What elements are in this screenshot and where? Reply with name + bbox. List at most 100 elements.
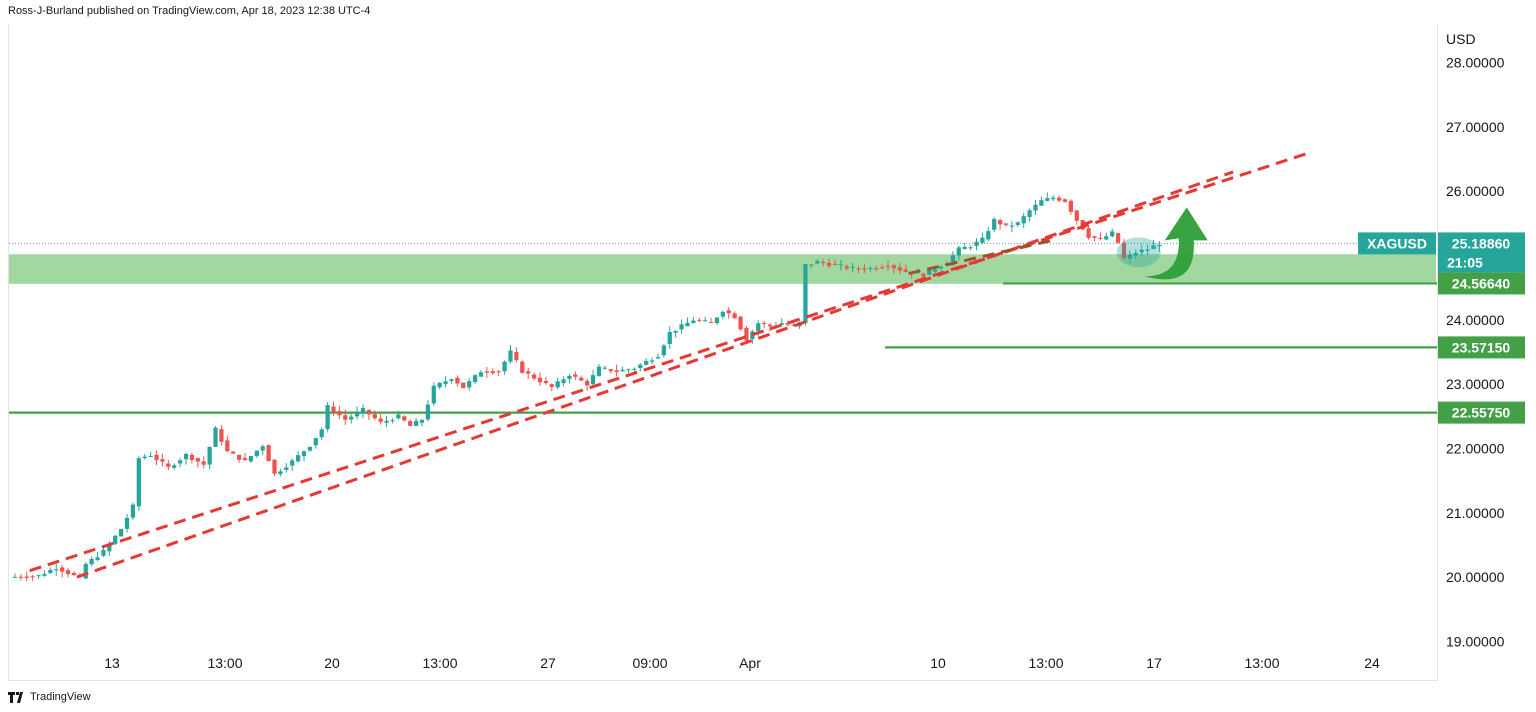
candle-body: [1121, 242, 1127, 259]
candle: [284, 463, 289, 473]
candle-body: [1110, 231, 1115, 237]
candle: [301, 450, 307, 462]
candle-body: [219, 429, 224, 442]
candle-body: [555, 381, 560, 388]
pane-border-bottom: [8, 680, 1437, 681]
candle-body: [195, 458, 200, 462]
time-axis[interactable]: 13 13:00 20 13:00 27 09:00 Apr 10 13:00 17 13:00 24: [104, 655, 1380, 671]
candle: [992, 217, 997, 233]
candle-body: [1009, 225, 1015, 227]
candle: [30, 574, 35, 581]
candle: [496, 369, 501, 377]
candle-body: [60, 567, 65, 572]
candle: [661, 343, 666, 358]
candle-body: [467, 381, 472, 388]
candle: [189, 452, 195, 464]
candle: [508, 345, 513, 364]
candle-body: [567, 375, 572, 379]
candle-body: [89, 558, 94, 565]
candle: [549, 383, 554, 392]
candle: [738, 315, 743, 332]
candle-body: [720, 311, 725, 317]
candle: [697, 317, 702, 323]
candle-body: [390, 420, 395, 422]
candle: [608, 368, 613, 374]
candle-body: [974, 241, 979, 246]
candle: [213, 426, 218, 448]
candle: [266, 444, 271, 462]
candle-body: [614, 370, 619, 372]
candle: [579, 375, 584, 382]
price-tick-label: 27.00000: [1446, 119, 1505, 135]
candle: [1104, 232, 1109, 241]
candle-body: [372, 414, 377, 419]
candle: [667, 326, 672, 350]
candle: [160, 453, 165, 467]
candle-body: [537, 377, 543, 383]
price-tick-label: 19.00000: [1446, 633, 1505, 649]
candle-body: [543, 380, 548, 384]
candle-body: [791, 324, 796, 326]
candle: [360, 404, 366, 418]
candle: [437, 381, 442, 390]
candle: [295, 451, 301, 463]
candle: [502, 360, 507, 375]
candle-body: [685, 322, 690, 327]
candle-body: [1074, 210, 1079, 221]
level-price-tag-text: 22.55750: [1452, 405, 1511, 421]
candle: [785, 320, 790, 326]
candle: [136, 455, 141, 512]
candle: [1110, 228, 1115, 238]
candle-body: [331, 406, 336, 413]
candle-body: [101, 549, 106, 556]
candle-body: [1033, 204, 1038, 211]
candle: [248, 455, 254, 463]
candle-body: [172, 465, 177, 468]
candle-body: [732, 313, 737, 319]
candle: [543, 376, 548, 385]
price-tick-label: 24.00000: [1446, 312, 1505, 328]
candle: [1045, 192, 1050, 202]
candle-body: [767, 324, 773, 327]
time-tick-label: 10: [930, 655, 946, 671]
candle: [207, 446, 212, 470]
candle: [1098, 232, 1103, 241]
candle-body: [874, 268, 879, 270]
candle-body: [756, 323, 761, 332]
candle-body: [1115, 233, 1121, 243]
candle-body: [708, 321, 714, 323]
candle-body: [602, 367, 607, 369]
candle-body: [649, 360, 655, 362]
candle-body: [425, 404, 431, 420]
candle: [337, 405, 342, 420]
candle-body: [714, 317, 720, 324]
candle-body: [166, 463, 171, 467]
candle: [154, 450, 159, 466]
candle-body: [360, 407, 366, 414]
candle: [490, 368, 495, 375]
candle-body: [18, 576, 23, 578]
candle-body: [30, 576, 35, 578]
candle: [874, 265, 879, 272]
candle-body: [561, 379, 566, 384]
candle: [632, 367, 637, 373]
candle: [720, 310, 725, 320]
candle-body: [1139, 249, 1144, 253]
candle-body: [472, 375, 478, 383]
candle: [726, 307, 731, 319]
candle-body: [225, 440, 230, 452]
time-tick-label: 13:00: [1028, 655, 1063, 671]
candle-body: [1021, 216, 1026, 224]
candle-body: [83, 564, 88, 579]
symbol-tag-text: XAGUSD: [1367, 235, 1427, 251]
candle-body: [679, 324, 684, 330]
candle: [1115, 232, 1121, 244]
candle-body: [815, 261, 820, 264]
candle: [472, 374, 478, 385]
candle-body: [136, 458, 141, 507]
candle-body: [502, 361, 507, 372]
level-price-tag: 22.55750: [1438, 401, 1525, 424]
candle: [278, 468, 283, 477]
candle-body: [449, 379, 454, 381]
